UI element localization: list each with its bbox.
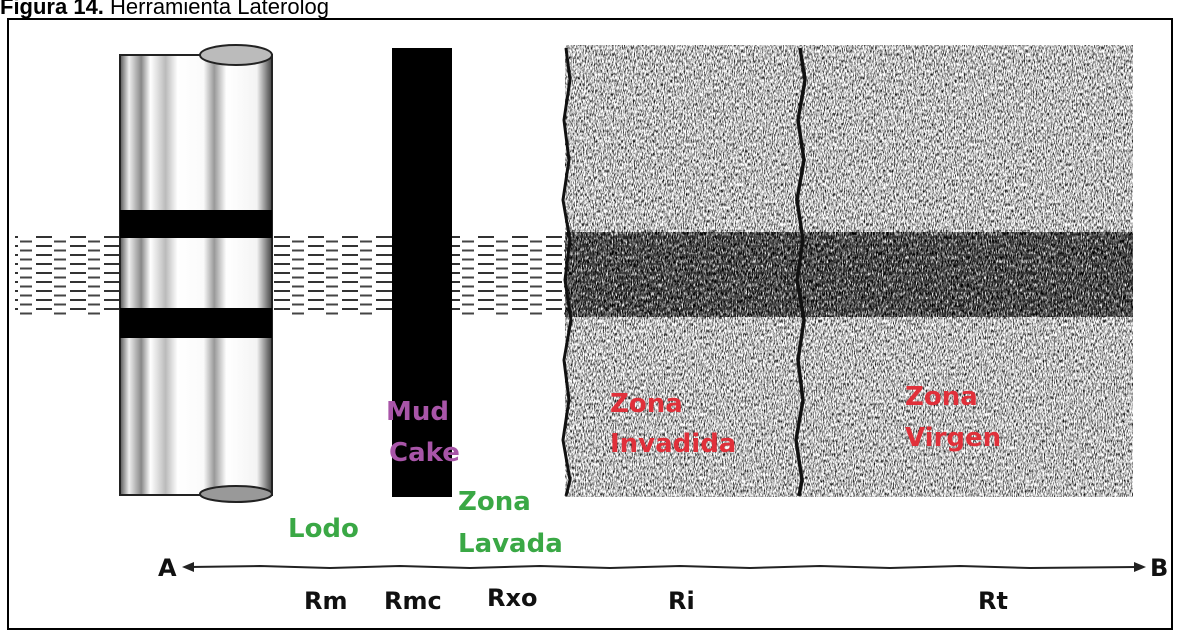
tool-bottom — [199, 485, 273, 503]
electrode — [120, 210, 272, 238]
axis-end: B — [1150, 554, 1168, 582]
boundary-virgin — [794, 47, 807, 497]
mud-cake-label: Cake — [389, 438, 460, 468]
zona-virgen-label: Zona — [905, 382, 978, 412]
zona-lavada-label: Lavada — [458, 529, 563, 559]
bed-dashes-right — [565, 235, 1133, 315]
tool — [119, 54, 273, 496]
zone-label: Ri — [668, 587, 695, 615]
zone-label: Rt — [978, 587, 1008, 615]
zone-label: Rm — [304, 587, 348, 615]
arrow-a — [182, 562, 194, 572]
caption-title: Herramienta Laterolog — [110, 0, 329, 19]
zone-label: Rxo — [487, 584, 537, 612]
zona-invadida-label: Zona — [610, 389, 683, 419]
arrow-b — [1134, 562, 1146, 572]
caption-label: Figura 14. — [0, 0, 104, 19]
electrode — [120, 308, 272, 338]
zona-invadida-label: Invadida — [610, 429, 736, 459]
tool-top — [199, 44, 273, 66]
axis-start: A — [158, 554, 177, 582]
mud-cake — [392, 48, 452, 497]
boundary-invaded — [561, 47, 573, 497]
mud-cake-label: Mud — [386, 397, 449, 427]
zona-lavada-label: Zona — [458, 487, 531, 517]
zone-label: Rmc — [384, 587, 442, 615]
axis-line — [189, 564, 1139, 570]
lodo-label: Lodo — [288, 514, 359, 544]
bed-dashes — [15, 235, 565, 315]
zona-virgen-label: Virgen — [905, 423, 1001, 453]
caption: Figura 14. Herramienta Laterolog — [0, 0, 329, 19]
